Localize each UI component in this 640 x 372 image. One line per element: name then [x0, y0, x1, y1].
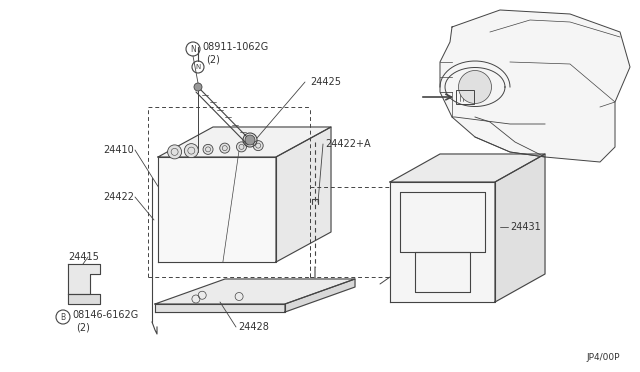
Text: 24422: 24422: [103, 192, 134, 202]
Text: (2): (2): [76, 322, 90, 332]
Polygon shape: [390, 182, 495, 302]
Polygon shape: [440, 10, 630, 162]
Polygon shape: [495, 154, 545, 302]
Circle shape: [194, 83, 202, 91]
Circle shape: [245, 135, 255, 145]
Text: 24431: 24431: [510, 222, 541, 232]
Text: 24410: 24410: [103, 145, 134, 155]
Text: 08146-6162G: 08146-6162G: [72, 310, 138, 320]
Polygon shape: [158, 127, 331, 157]
Polygon shape: [68, 294, 100, 304]
Text: 24422+A: 24422+A: [325, 139, 371, 149]
Circle shape: [168, 145, 182, 159]
Polygon shape: [155, 304, 285, 312]
Circle shape: [220, 143, 230, 153]
Text: 24425: 24425: [310, 77, 341, 87]
Polygon shape: [390, 154, 545, 182]
Text: 24415: 24415: [68, 252, 99, 262]
Circle shape: [184, 144, 198, 158]
Bar: [456, 90, 474, 104]
Text: B: B: [60, 312, 65, 321]
Polygon shape: [158, 157, 276, 262]
Circle shape: [203, 144, 213, 154]
Polygon shape: [285, 279, 355, 312]
Text: 24428: 24428: [238, 322, 269, 332]
Circle shape: [253, 141, 263, 151]
Text: 08911-1062G: 08911-1062G: [202, 42, 268, 52]
Text: N: N: [195, 64, 200, 70]
Polygon shape: [68, 264, 100, 294]
Polygon shape: [276, 127, 331, 262]
Text: (2): (2): [206, 54, 220, 64]
Polygon shape: [155, 279, 355, 304]
Circle shape: [236, 142, 246, 152]
Text: N: N: [190, 45, 196, 54]
Circle shape: [458, 71, 492, 103]
Text: JP4/00P: JP4/00P: [586, 353, 620, 362]
